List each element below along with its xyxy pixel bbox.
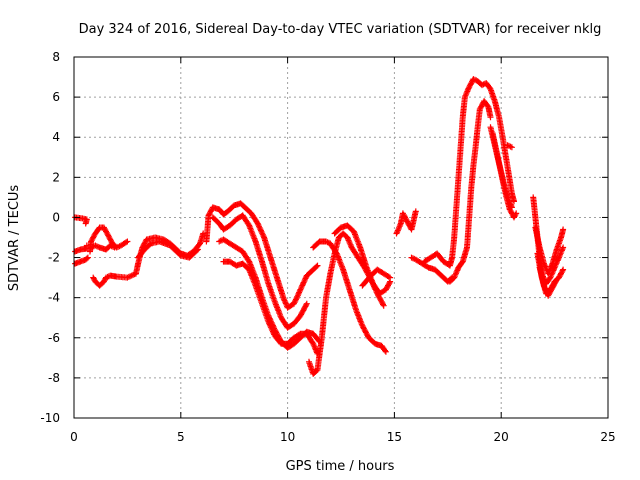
y-tick-label: -2 <box>48 251 60 265</box>
x-tick-label: 25 <box>600 430 615 444</box>
data-series-track-6 <box>90 270 139 289</box>
data-series-track-23 <box>504 142 515 151</box>
data-series-track-16 <box>359 266 394 289</box>
data-series-track-25 <box>532 224 567 277</box>
plot-area-frame <box>73 56 609 419</box>
y-tick-label: 6 <box>52 90 60 104</box>
y-tick-label: -8 <box>48 371 60 385</box>
x-tick-label: 10 <box>280 430 295 444</box>
data-series-track-9 <box>203 200 321 311</box>
data-series-track-8 <box>135 238 201 261</box>
data-series-track-22 <box>487 124 515 211</box>
x-tick-label: 20 <box>494 430 509 444</box>
data-series-track-19 <box>421 76 517 269</box>
y-tick-label: -10 <box>40 411 60 425</box>
y-tick-label: 0 <box>52 210 60 224</box>
y-tick-label: -6 <box>48 331 60 345</box>
x-tick-label: 15 <box>387 430 402 444</box>
y-axis-label: SDTVAR / TECUs <box>7 185 22 292</box>
data-series-track-10 <box>209 212 310 331</box>
y-tick-label: -4 <box>48 291 60 305</box>
data-series-track-20 <box>446 98 494 285</box>
x-tick-label: 5 <box>177 430 185 444</box>
x-axis-label: GPS time / hours <box>286 459 395 474</box>
grid-lines <box>74 57 608 418</box>
x-tick-label: 0 <box>70 430 78 444</box>
data-series-track-17 <box>393 208 419 237</box>
y-tick-label: 2 <box>52 170 60 184</box>
data-series-track-27 <box>536 264 560 299</box>
data-series-track-12 <box>220 258 321 357</box>
y-tick-label: 4 <box>52 130 60 144</box>
data-series-track-14 <box>310 238 389 355</box>
y-tick-label: 8 <box>52 50 60 64</box>
data-series-track-3 <box>72 254 91 267</box>
data-series-track-2 <box>72 242 90 255</box>
chart-title: Day 324 of 2016, Sidereal Day-to-day VTE… <box>79 22 602 37</box>
data-series-track-5 <box>88 242 118 253</box>
axis-ticks: 0 5 10 15 20 25 -10 -8 -6 -4 -2 0 2 4 6 8 <box>40 50 615 444</box>
